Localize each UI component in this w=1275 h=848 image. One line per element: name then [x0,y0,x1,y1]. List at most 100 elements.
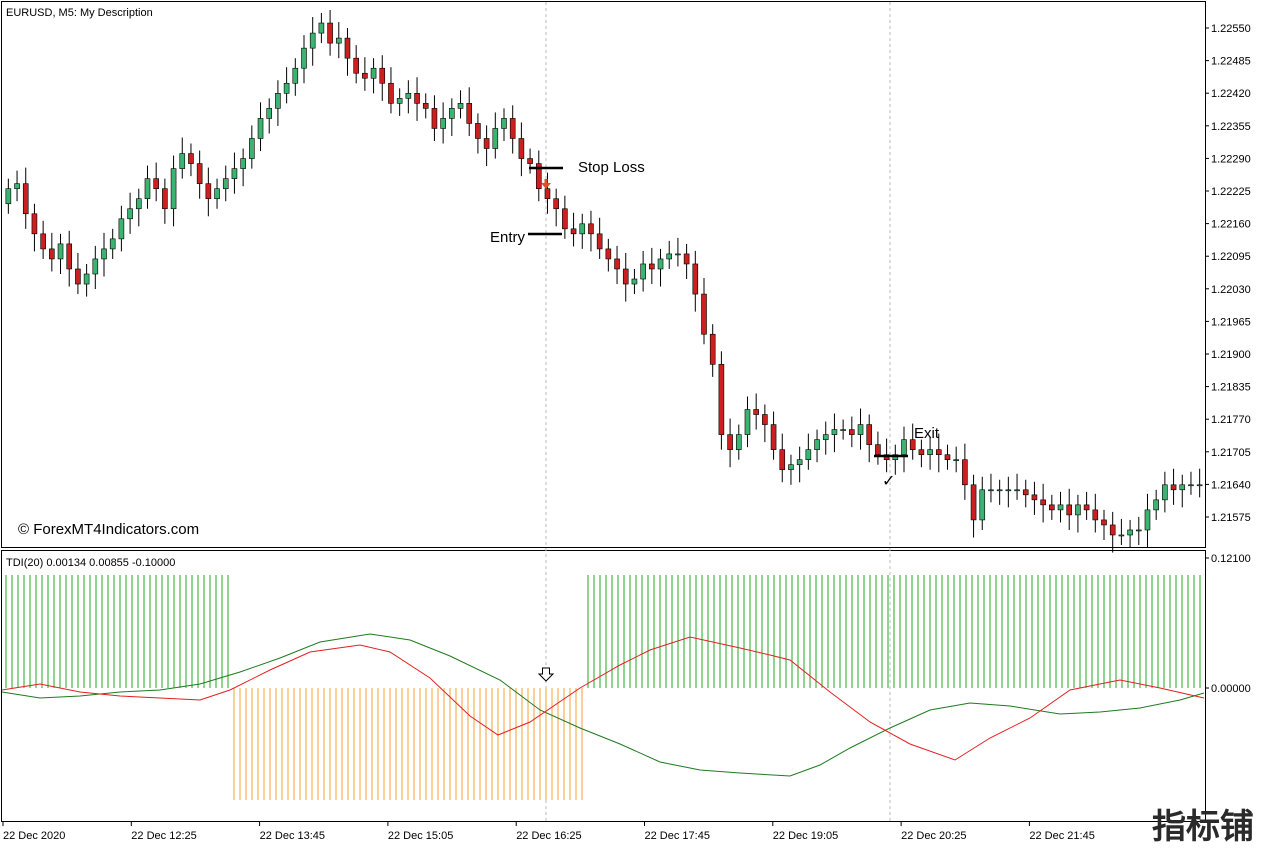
candle [857,408,864,450]
price-tick-label: 1.21575 [1211,512,1251,524]
candle [1040,483,1046,523]
candle [1031,481,1038,515]
price-tick-label: 1.22485 [1211,56,1251,68]
candle [935,433,942,473]
candle [449,98,455,136]
price-tick-label: 1.21705 [1211,447,1251,459]
candle [301,35,307,84]
candle [466,87,473,136]
candle [388,67,394,114]
price-tick-label: 1.22290 [1211,153,1251,165]
candle [553,188,559,227]
price-tick-label: 1.22095 [1211,251,1251,263]
candle [596,217,603,259]
candle [927,436,933,470]
candle [1135,516,1142,546]
price-axis: 1.22550 1.22485 1.22420 1.22355 1.22290 1.222… [1205,23,1251,524]
candle [527,148,533,174]
candle [101,232,107,277]
candle [457,90,464,119]
candle [622,252,629,302]
candle [640,250,646,292]
candle [1170,468,1177,505]
candle [718,351,725,450]
candle [675,237,681,267]
candle [309,17,316,66]
time-axis: 22 Dec 2020 22 Dec 12:25 22 Dec 13:45 22 De… [2,822,1095,842]
time-tick-label: 22 Dec 20:25 [901,830,966,842]
candle [909,423,916,460]
candle [901,426,907,473]
candle [979,476,986,530]
sell-arrow-icon [541,179,551,189]
candle [535,150,542,202]
candle [866,414,873,463]
candle [257,102,264,152]
price-tick-label: 1.22355 [1211,121,1251,133]
candle [14,170,20,202]
time-tick-label: 22 Dec 16:25 [516,830,581,842]
price-tick-label: 1.21770 [1211,414,1251,426]
candle [118,205,125,252]
candle [1179,474,1186,508]
candle [205,167,212,217]
candle [1153,489,1159,520]
time-tick-label: 22 Dec 13:45 [260,830,325,842]
candle [57,233,64,274]
candle [475,113,481,154]
candlestick-series [5,10,1203,553]
tdi-lines [1,633,1205,777]
candle [1075,494,1081,533]
candle [196,150,203,199]
candle [683,243,690,280]
candle [501,108,507,141]
candle [944,444,951,470]
candle [605,238,612,272]
candle [170,155,177,227]
candle [762,404,768,443]
candle [970,474,977,538]
tdi-red-line [1,636,1205,761]
candle [483,125,490,167]
candle [796,446,803,483]
candle [214,178,220,209]
candle [327,10,333,56]
candle [144,165,151,209]
stop-loss-label: Stop Loss [578,159,645,176]
candle [814,429,820,463]
time-tick-label: 22 Dec 15:05 [388,830,453,842]
candle [1144,493,1151,548]
candle [66,230,73,287]
candle [283,67,290,104]
candle [370,58,377,94]
indicator-axis: 0.12100 0.00000 [1205,553,1251,695]
exit-label: Exit [914,425,940,442]
candle [275,80,281,126]
tdi-histogram [5,575,1201,800]
candle [292,58,299,96]
candle [579,213,586,249]
candle [831,413,838,453]
corner-logo: 指标铺 [1152,807,1254,847]
candle [996,479,1003,505]
price-tick-label: 1.22550 [1211,23,1251,35]
candle [135,188,142,227]
candle [570,212,577,247]
candle [518,122,525,177]
candle [701,278,707,345]
time-tick-label: 22 Dec 19:05 [773,830,838,842]
candle [735,424,742,460]
chart-header: EURUSD, M5: My Description [6,7,153,19]
candle [249,125,255,169]
candle [188,143,194,177]
candle [614,245,620,285]
candle [431,95,438,141]
candle [1014,473,1020,500]
candle [509,105,516,154]
candle [266,98,273,134]
candle [240,148,246,187]
candle [162,178,168,224]
candle [1066,488,1073,530]
candle [492,112,499,159]
